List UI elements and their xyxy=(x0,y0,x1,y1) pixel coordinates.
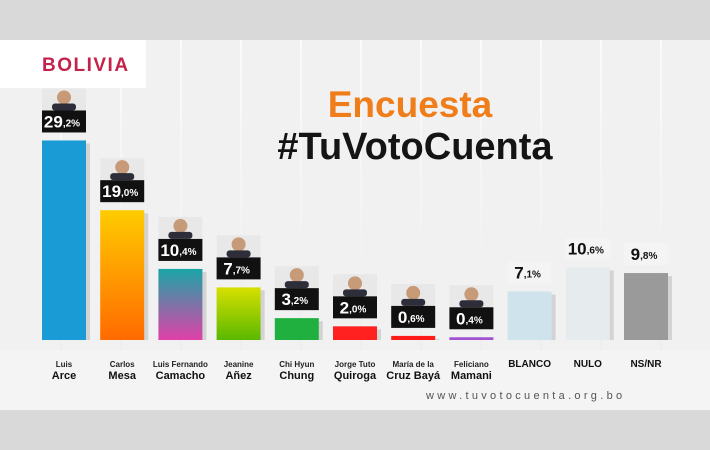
value-box xyxy=(507,261,552,284)
value-label: 3,2% xyxy=(281,290,308,309)
label-band xyxy=(0,350,710,410)
bar-nulo xyxy=(565,267,610,340)
category-first-name: Luis xyxy=(56,360,73,369)
poll-card: BOLIVIA Encuesta #TuVotoCuenta 29,2% Luis… xyxy=(0,40,710,410)
shoulders-icon xyxy=(401,298,426,306)
shoulders-icon xyxy=(168,231,193,239)
bar-shadow xyxy=(202,271,207,340)
value-box xyxy=(565,237,610,260)
face-icon xyxy=(348,276,362,291)
category-last-name: Arce xyxy=(52,370,76,382)
category-first-name: Jorge Tuto xyxy=(335,360,376,369)
bar-quiroga xyxy=(333,326,377,340)
bar-shadow xyxy=(435,338,440,340)
bar-shadow xyxy=(668,276,672,340)
value-label: 2,0% xyxy=(340,298,367,317)
shoulders-icon xyxy=(110,173,135,181)
category-last-name: Añez xyxy=(225,370,252,382)
category-first-name: María de la xyxy=(393,360,435,369)
value-box xyxy=(100,180,145,203)
category-last-name: Cruz Bayá xyxy=(386,370,441,382)
shoulders-icon xyxy=(459,300,484,308)
bar-blanco xyxy=(507,291,552,340)
category-label: NS/NR xyxy=(630,359,662,370)
value-box xyxy=(158,238,203,261)
category-last-name: Chung xyxy=(279,370,314,382)
bar-shadow xyxy=(86,143,90,340)
shoulders-icon xyxy=(284,281,309,289)
face-icon xyxy=(173,218,188,233)
chart-hashtag: #TuVotoCuenta xyxy=(277,126,553,168)
face-icon xyxy=(464,287,479,302)
category-first-name: Chi Hyun xyxy=(279,360,314,369)
value-label: 10,6% xyxy=(568,240,604,259)
category-last-name: Mesa xyxy=(108,370,136,382)
face-icon xyxy=(231,237,246,252)
category-last-name: Camacho xyxy=(156,370,206,382)
brand-box: BOLIVIA xyxy=(0,40,146,88)
value-label: 0,6% xyxy=(398,308,425,327)
category-first-name: Jeanine xyxy=(224,360,254,369)
bar-chung xyxy=(274,318,319,340)
bar-mamani xyxy=(449,337,494,340)
face-icon xyxy=(57,90,71,105)
bar-shadow xyxy=(609,270,614,340)
value-box xyxy=(333,296,377,319)
bar-shadow xyxy=(377,329,381,340)
shoulders-icon xyxy=(52,103,76,111)
value-box xyxy=(42,110,86,133)
value-label: 7,1% xyxy=(514,263,541,282)
bar-ns-nr xyxy=(624,273,668,340)
brand-logo: BOLIVIA xyxy=(42,55,130,76)
category-first-name: Luis Fernando xyxy=(153,360,208,369)
bar-a-ez xyxy=(216,287,261,340)
face-icon xyxy=(115,160,130,175)
chart-title: Encuesta xyxy=(327,84,493,125)
value-box xyxy=(391,305,436,328)
bar-camacho xyxy=(158,268,203,340)
category-first-name: Carlos xyxy=(110,360,135,369)
value-box xyxy=(216,257,261,280)
website-url: www.tuvotocuenta.org.bo xyxy=(426,390,626,402)
value-box xyxy=(274,288,319,311)
value-label: 0,4% xyxy=(456,309,483,328)
category-label: NULO xyxy=(574,359,603,370)
bar-shadow xyxy=(144,213,149,340)
category-label: BLANCO xyxy=(508,359,551,370)
value-box xyxy=(624,243,668,266)
shoulders-icon xyxy=(226,250,251,258)
bar-cruz-bay- xyxy=(391,335,436,340)
bar-shadow xyxy=(260,290,265,340)
bar-mesa xyxy=(100,210,145,340)
face-icon xyxy=(289,268,304,283)
value-box xyxy=(449,307,494,330)
value-label: 10,4% xyxy=(160,241,196,260)
bar-arce xyxy=(42,140,86,340)
category-first-name: Feliciano xyxy=(454,360,489,369)
value-label: 29,2% xyxy=(44,112,80,131)
value-label: 9,8% xyxy=(631,245,658,264)
shoulders-icon xyxy=(343,289,367,297)
category-last-name: Quiroga xyxy=(334,370,377,382)
value-label: 7,7% xyxy=(223,259,250,278)
category-last-name: Mamani xyxy=(451,370,492,382)
face-icon xyxy=(406,285,421,300)
value-label: 19,0% xyxy=(102,182,138,201)
bar-shadow xyxy=(318,321,323,340)
bar-shadow xyxy=(551,294,556,340)
